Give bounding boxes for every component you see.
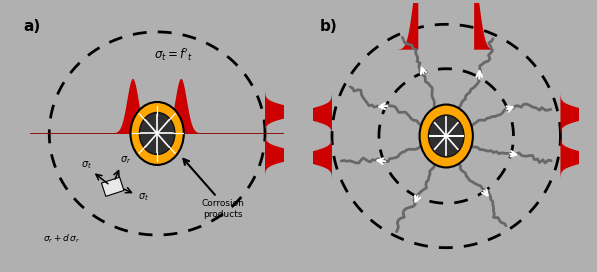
Ellipse shape bbox=[139, 113, 175, 154]
Text: $\sigma_t$: $\sigma_t$ bbox=[81, 159, 91, 171]
Ellipse shape bbox=[429, 115, 464, 157]
Text: a): a) bbox=[24, 19, 41, 34]
Text: b): b) bbox=[319, 19, 337, 34]
Polygon shape bbox=[101, 177, 124, 196]
Text: Corrosion
products: Corrosion products bbox=[202, 199, 245, 219]
Text: $\sigma_r + d\,\sigma_r$: $\sigma_r + d\,\sigma_r$ bbox=[43, 233, 81, 245]
Text: $\sigma_t = f'_t$: $\sigma_t = f'_t$ bbox=[154, 47, 193, 63]
Ellipse shape bbox=[420, 104, 473, 168]
Text: $\sigma_r$: $\sigma_r$ bbox=[120, 154, 131, 166]
Text: $\sigma_t$: $\sigma_t$ bbox=[138, 191, 149, 203]
Ellipse shape bbox=[131, 102, 184, 165]
